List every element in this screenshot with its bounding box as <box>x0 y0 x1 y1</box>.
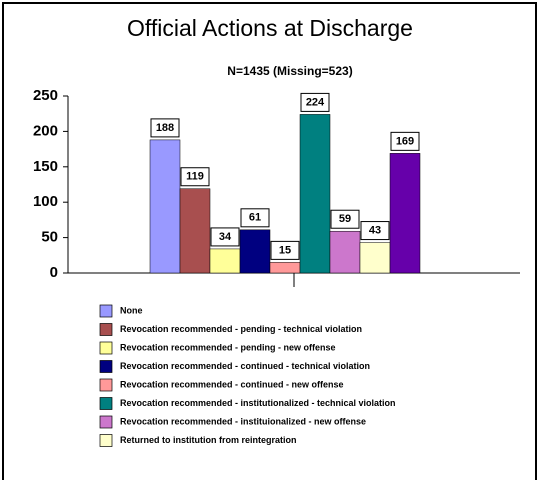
data-label-box <box>240 208 270 228</box>
data-label: 169 <box>396 135 414 147</box>
y-tick-label: 50 <box>41 229 58 246</box>
legend-label: Revocation recommended - continued - new… <box>120 379 344 389</box>
legend-label: None <box>120 305 143 315</box>
legend-swatch <box>99 397 113 410</box>
legend-swatch <box>99 360 113 373</box>
legend-swatch <box>99 378 113 392</box>
data-label: 188 <box>156 122 174 134</box>
legend-label: Revocation recommended - pending - new o… <box>120 342 336 352</box>
data-label-box <box>270 240 300 260</box>
data-label-box <box>210 227 240 247</box>
legend-swatch <box>99 341 113 355</box>
legend-label: Revocation recommended - institutionaliz… <box>120 398 396 408</box>
legend-swatch <box>99 415 113 429</box>
bar <box>329 230 361 274</box>
chart-subtitle: N=1435 (Missing=523) <box>227 64 352 78</box>
y-tick-label: 0 <box>50 264 58 281</box>
bar <box>359 242 391 274</box>
legend-label: Returned to institution from reintegrati… <box>120 435 297 445</box>
y-tick-label: 250 <box>33 87 58 104</box>
data-label-box <box>330 209 360 229</box>
chart-title: Official Actions at Discharge <box>127 15 413 41</box>
legend-label: Revocation recommended - continued - tec… <box>120 361 370 371</box>
data-label: 43 <box>369 224 381 236</box>
legend-swatch <box>99 434 113 447</box>
bar <box>179 188 211 274</box>
data-label-box <box>300 92 330 112</box>
legend-label: Revocation recommended - instituionalize… <box>120 416 366 426</box>
legend-swatch <box>99 304 113 318</box>
legend-label: Revocation recommended - pending - techn… <box>120 324 362 334</box>
bar <box>149 139 181 274</box>
y-tick-label: 200 <box>33 122 58 139</box>
legend-swatch <box>99 323 113 336</box>
data-label: 119 <box>186 171 204 183</box>
data-label: 15 <box>279 244 291 256</box>
data-label-box <box>180 167 210 187</box>
data-label: 59 <box>339 213 351 225</box>
y-tick-label: 150 <box>33 158 58 175</box>
y-tick-label: 100 <box>33 193 58 210</box>
bar <box>269 262 301 274</box>
data-label-box <box>390 131 420 151</box>
data-label-box <box>360 221 390 241</box>
bar <box>389 153 421 274</box>
data-label: 61 <box>249 212 261 224</box>
bar <box>209 248 241 274</box>
data-label: 224 <box>306 96 325 108</box>
data-label: 34 <box>219 231 232 243</box>
bar <box>239 229 271 274</box>
data-label-box <box>150 118 180 138</box>
bar <box>299 114 331 274</box>
